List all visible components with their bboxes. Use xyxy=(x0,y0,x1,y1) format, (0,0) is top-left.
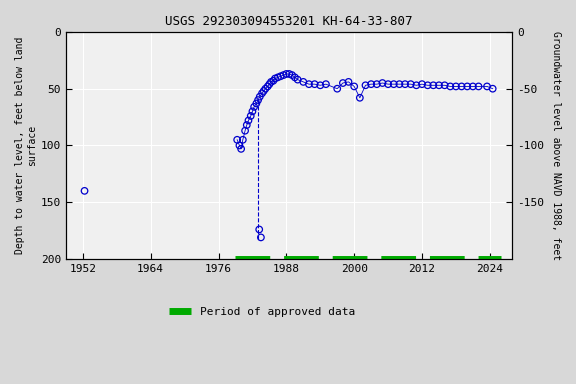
Point xyxy=(446,83,455,89)
Point xyxy=(257,90,267,96)
Point xyxy=(255,94,264,100)
Point xyxy=(483,83,492,89)
Point xyxy=(256,234,266,240)
Point xyxy=(237,146,246,152)
Point xyxy=(361,82,370,88)
Point xyxy=(259,88,268,94)
Point xyxy=(246,113,255,119)
Point xyxy=(463,83,472,89)
Point xyxy=(80,188,89,194)
Point xyxy=(338,80,347,86)
Point xyxy=(310,81,319,87)
Y-axis label: Groundwater level above NAVD 1988, feet: Groundwater level above NAVD 1988, feet xyxy=(551,31,561,260)
Point xyxy=(384,81,393,87)
Point xyxy=(378,80,387,86)
Point xyxy=(452,83,461,89)
Point xyxy=(248,108,257,114)
Point xyxy=(429,82,438,88)
Point xyxy=(457,83,466,89)
Point xyxy=(249,104,259,110)
Point xyxy=(372,81,381,87)
Point xyxy=(269,78,278,84)
Point xyxy=(255,227,264,233)
Point xyxy=(244,118,253,124)
Point xyxy=(406,81,415,87)
Point xyxy=(267,79,276,85)
Point xyxy=(412,82,421,88)
Point xyxy=(265,81,274,87)
Point xyxy=(355,95,365,101)
Point xyxy=(366,81,376,87)
Point xyxy=(400,81,410,87)
Point xyxy=(440,82,449,88)
Point xyxy=(285,71,294,77)
Point xyxy=(316,82,325,88)
Point xyxy=(271,75,280,81)
Point xyxy=(434,82,444,88)
Point xyxy=(287,72,297,78)
Point xyxy=(488,86,497,92)
Point xyxy=(290,74,300,80)
Point xyxy=(263,83,272,89)
Point xyxy=(282,71,291,77)
Title: USGS 292303094553201 KH-64-33-807: USGS 292303094553201 KH-64-33-807 xyxy=(165,15,413,28)
Point xyxy=(395,81,404,87)
Point xyxy=(276,73,285,79)
Point xyxy=(242,122,251,128)
Point xyxy=(304,81,313,87)
Legend: Period of approved data: Period of approved data xyxy=(165,303,360,321)
Point xyxy=(423,82,432,88)
Point xyxy=(279,72,288,78)
Point xyxy=(293,76,302,83)
Point xyxy=(261,86,270,92)
Point xyxy=(238,137,248,143)
Point xyxy=(321,81,331,87)
Point xyxy=(273,74,282,80)
Point xyxy=(233,137,242,143)
Point xyxy=(253,97,263,103)
Point xyxy=(474,83,483,89)
Point xyxy=(252,100,261,106)
Point xyxy=(332,86,342,92)
Y-axis label: Depth to water level, feet below land
surface: Depth to water level, feet below land su… xyxy=(15,37,37,254)
Point xyxy=(418,81,427,87)
Point xyxy=(350,83,359,89)
Point xyxy=(468,83,478,89)
Point xyxy=(344,79,353,85)
Point xyxy=(235,142,244,149)
Point xyxy=(240,127,249,134)
Point xyxy=(299,79,308,85)
Point xyxy=(389,81,399,87)
